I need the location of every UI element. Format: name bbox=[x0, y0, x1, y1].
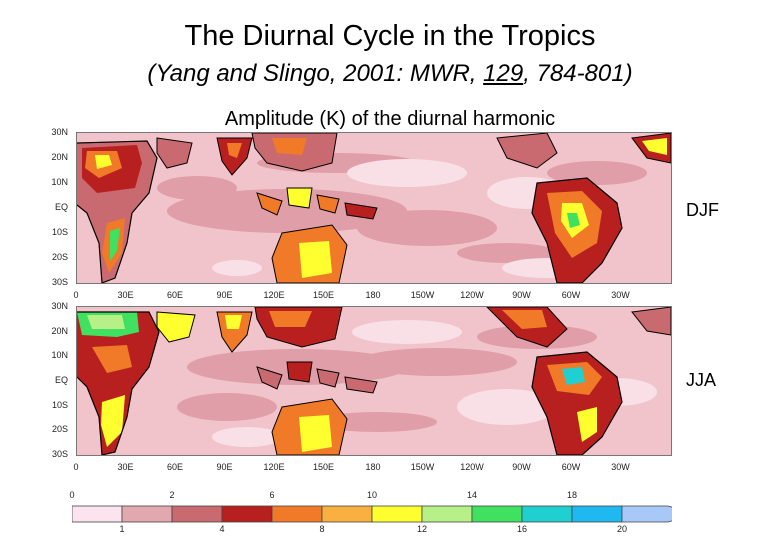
colorbar-top-label: 10 bbox=[366, 490, 378, 500]
land-asia bbox=[156, 133, 338, 176]
lat-tick-label: 10S bbox=[51, 399, 68, 410]
lon-tick-label: 120W bbox=[460, 290, 484, 300]
colorbar-bottom-label: 20 bbox=[616, 524, 628, 534]
map-panel-jja bbox=[76, 306, 672, 456]
land-australia bbox=[271, 398, 348, 455]
colorbar-top-label: 14 bbox=[466, 490, 478, 500]
lat-tick-label: 20S bbox=[51, 424, 68, 435]
map-jja bbox=[77, 307, 671, 455]
subtitle-pages: , 784-801) bbox=[523, 60, 633, 87]
lon-tick-label: 120W bbox=[460, 462, 484, 472]
colorbar-swatch bbox=[571, 505, 623, 523]
lat-tick-label: 30S bbox=[51, 277, 68, 287]
colorbar-swatch bbox=[471, 505, 523, 523]
lon-tick-label: 90E bbox=[216, 290, 233, 300]
lon-tick-label: 150E bbox=[312, 290, 335, 300]
colorbar-bottom-label: 12 bbox=[416, 524, 428, 534]
land-asia bbox=[156, 307, 343, 353]
lat-tick-label: 30N bbox=[51, 127, 68, 137]
lon-tick-label: 60W bbox=[561, 462, 581, 472]
colorbar-swatch bbox=[72, 505, 123, 523]
land-africa bbox=[77, 311, 160, 455]
lat-tick-label: 30S bbox=[51, 449, 68, 459]
lon-tick-label: 120E bbox=[263, 462, 285, 472]
lon-tick-label: 30E bbox=[117, 290, 134, 300]
map-djf bbox=[77, 133, 671, 283]
subtitle-volume: 129 bbox=[483, 60, 524, 87]
land-africa bbox=[77, 140, 158, 283]
lon-tick-label: 90E bbox=[216, 462, 233, 472]
lat-tick-label: 20N bbox=[51, 325, 68, 336]
lon-tick-label: 30W bbox=[611, 462, 630, 472]
lat-tick-label: EQ bbox=[54, 202, 68, 212]
lon-tick-label: 60W bbox=[561, 290, 581, 300]
colorbar-bottom-label: 4 bbox=[219, 524, 225, 534]
figure-subtitle: (Yang and Slingo, 2001: MWR, 129, 784-80… bbox=[0, 60, 780, 88]
lon-tick-label: 30W bbox=[611, 290, 630, 300]
colorbar-bottom-label: 1 bbox=[119, 524, 125, 534]
lon-tick-label: 150W bbox=[410, 290, 435, 300]
colorbar-bottom-label: 8 bbox=[319, 524, 325, 534]
lat-tick-label: 20S bbox=[51, 252, 68, 262]
lat-tick-label: 10N bbox=[51, 350, 68, 361]
land-americas bbox=[496, 133, 671, 283]
map-panel-djf bbox=[76, 132, 672, 284]
colorbar-top-label: 6 bbox=[269, 490, 275, 500]
lon-tick-label: 150E bbox=[312, 462, 335, 472]
colorbar-bottom-label: 16 bbox=[516, 524, 528, 534]
colorbar-top-label: 18 bbox=[566, 490, 578, 500]
lon-tick-label: 60E bbox=[166, 462, 184, 472]
colorbar-swatch bbox=[171, 505, 223, 523]
colorbar-swatch bbox=[221, 505, 273, 523]
lon-tick-label: 90W bbox=[512, 290, 531, 300]
season-label-jja: JJA bbox=[686, 370, 717, 390]
colorbar-swatch bbox=[271, 505, 323, 523]
lon-tick-label: 180 bbox=[365, 462, 381, 472]
colorbar-top-label: 2 bbox=[169, 490, 175, 500]
lat-tick-label: 10N bbox=[51, 177, 68, 187]
land-maritime-continent bbox=[256, 187, 378, 220]
figure-caption: Amplitude (K) of the diurnal harmonic bbox=[224, 108, 556, 130]
subtitle-citation: (Yang and Slingo, 2001: MWR, bbox=[147, 60, 484, 87]
lat-tick-label: EQ bbox=[54, 375, 68, 385]
land-maritime-continent bbox=[256, 361, 378, 394]
lon-tick-label: 0 bbox=[73, 290, 79, 300]
season-label-djf: DJF bbox=[686, 200, 719, 220]
lat-tick-label: 10S bbox=[51, 227, 68, 237]
land-australia bbox=[271, 224, 348, 283]
lon-tick-label: 30E bbox=[117, 462, 134, 472]
colorbar-arrow bbox=[621, 505, 672, 523]
lon-tick-label: 90W bbox=[512, 462, 531, 472]
figure-title: The Diurnal Cycle in the Tropics bbox=[184, 20, 596, 52]
colorbar-swatch bbox=[121, 505, 173, 523]
colorbar-swatch bbox=[421, 505, 473, 523]
colorbar-swatch bbox=[371, 505, 423, 523]
lat-tick-label: 20N bbox=[51, 152, 68, 162]
colorbar bbox=[72, 505, 672, 523]
lon-tick-label: 60E bbox=[166, 290, 184, 300]
lon-tick-label: 0 bbox=[73, 462, 79, 472]
land-americas bbox=[486, 307, 671, 455]
colorbar-swatch bbox=[521, 505, 573, 523]
lat-tick-label: 30N bbox=[51, 301, 68, 311]
lon-tick-label: 180 bbox=[365, 290, 381, 300]
colorbar-swatch bbox=[321, 505, 373, 523]
lon-tick-label: 150W bbox=[410, 462, 435, 472]
colorbar-top-label: 0 bbox=[69, 490, 75, 500]
lon-tick-label: 120E bbox=[263, 290, 285, 300]
